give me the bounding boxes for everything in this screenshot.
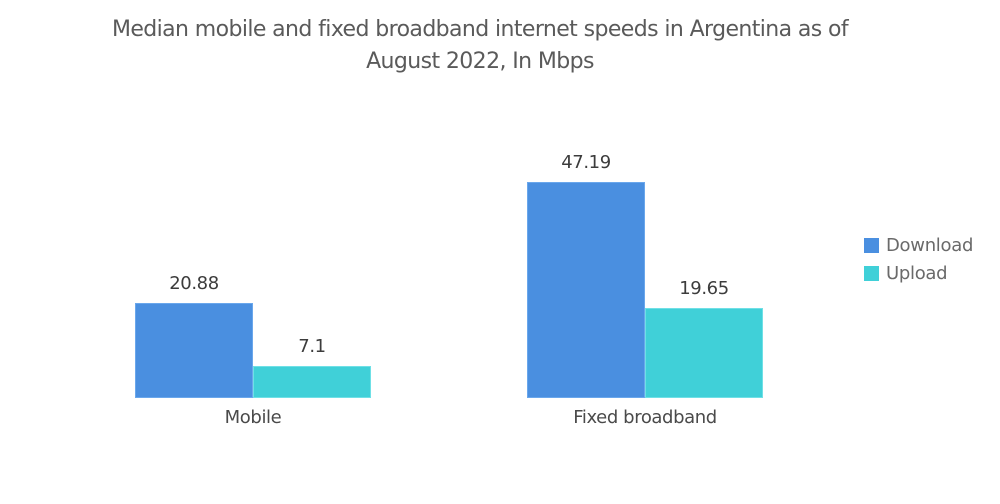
legend-item-upload[interactable]: Upload (864, 259, 973, 287)
bar-mobile-download[interactable] (135, 303, 253, 398)
legend-swatch-download (864, 237, 879, 253)
legend: Download Upload (864, 231, 973, 287)
bar-fixed-broadband-upload[interactable] (645, 308, 763, 398)
data-label: 19.65 (679, 278, 729, 299)
legend-item-download[interactable]: Download (864, 231, 973, 259)
chart-title-line-2: August 2022, In Mbps (366, 49, 594, 74)
data-label: 47.19 (561, 152, 611, 173)
category-label: Mobile (224, 407, 282, 428)
data-label: 7.1 (298, 336, 326, 357)
bar-mobile-upload[interactable] (253, 366, 371, 398)
data-label: 20.88 (169, 273, 219, 294)
category-label: Fixed broadband (573, 407, 717, 428)
chart-title: Median mobile and fixed broadband intern… (40, 14, 920, 78)
legend-label-upload: Upload (886, 262, 948, 284)
legend-swatch-upload (864, 265, 879, 281)
chart-title-line-1: Median mobile and fixed broadband intern… (111, 17, 849, 42)
legend-label-download: Download (886, 234, 974, 256)
bar-fixed-broadband-download[interactable] (527, 182, 645, 398)
